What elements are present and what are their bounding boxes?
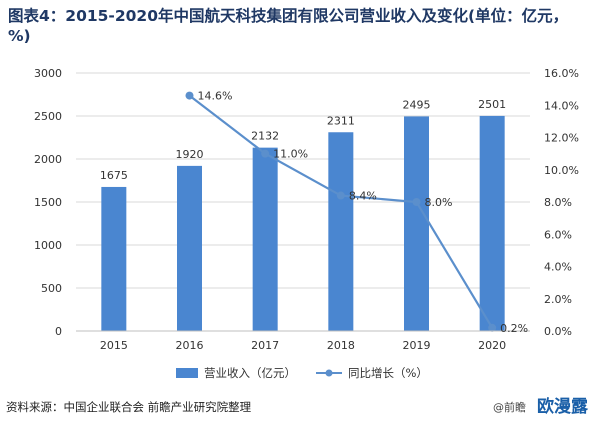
legend-swatch-bar bbox=[176, 368, 198, 378]
bar bbox=[252, 147, 278, 331]
y-right-tick-label: 10.0% bbox=[544, 164, 579, 177]
watermark-prefix: @前瞻 bbox=[493, 401, 526, 414]
grid-lines bbox=[76, 72, 530, 289]
bar bbox=[404, 116, 429, 332]
line-series bbox=[185, 91, 497, 332]
legend: 营业收入（亿元） 同比增长（%） bbox=[176, 366, 428, 380]
growth-value-label: 14.6% bbox=[198, 90, 233, 103]
chart-title: 图表4：2015-2020年中国航天科技集团有限公司营业收入及变化(单位：亿元，… bbox=[8, 7, 569, 45]
data-labels: 1675 1920 2132 2311 2495 2501 14.6% 11.0% 8.4% 8.… bbox=[100, 90, 528, 335]
bar-value-label: 1675 bbox=[100, 169, 128, 182]
x-tick-label: 2018 bbox=[327, 339, 355, 352]
bar-value-label: 2495 bbox=[403, 98, 431, 111]
y-right-tick-label: 4.0% bbox=[544, 261, 572, 274]
x-tick-label: 2016 bbox=[176, 339, 204, 352]
y-right-tick-label: 16.0% bbox=[544, 67, 579, 80]
watermark-logo: 欧漫露 bbox=[537, 397, 588, 417]
growth-value-label: 8.0% bbox=[425, 196, 453, 209]
bar bbox=[328, 132, 354, 331]
growth-point bbox=[261, 149, 270, 158]
legend-swatch-point bbox=[325, 369, 333, 377]
legend-label-bar: 营业收入（亿元） bbox=[204, 366, 296, 380]
bar-value-label: 2311 bbox=[327, 114, 355, 127]
source-note: 资料来源：中国企业联合会 前瞻产业研究院整理 bbox=[6, 400, 252, 414]
bar bbox=[479, 115, 505, 331]
growth-value-label: 8.4% bbox=[349, 190, 377, 203]
y-left-tick-label: 1500 bbox=[34, 196, 62, 209]
bar-value-label: 2132 bbox=[251, 130, 279, 143]
x-tick-label: 2019 bbox=[403, 339, 431, 352]
y-right-tick-label: 8.0% bbox=[544, 196, 572, 209]
y-right-tick-label: 2.0% bbox=[544, 293, 572, 306]
x-tick-label: 2020 bbox=[478, 339, 506, 352]
y-right-tick-label: 6.0% bbox=[544, 228, 572, 241]
legend-label-line: 同比增长（%） bbox=[348, 366, 428, 380]
growth-point bbox=[185, 91, 194, 100]
y-left-tick-label: 500 bbox=[41, 282, 62, 295]
x-tick-label: 2017 bbox=[251, 339, 279, 352]
growth-point bbox=[488, 323, 497, 332]
x-tick-label: 2015 bbox=[100, 339, 128, 352]
growth-value-label: 11.0% bbox=[273, 148, 308, 161]
bar bbox=[101, 186, 127, 331]
y-left-tick-label: 0 bbox=[55, 325, 62, 338]
y-left-tick-label: 2000 bbox=[34, 153, 62, 166]
bar bbox=[177, 165, 202, 331]
y-left-tick-label: 1000 bbox=[34, 239, 62, 252]
bar-value-label: 2501 bbox=[478, 98, 506, 111]
y-left-tick-label: 3000 bbox=[34, 67, 62, 80]
y-left-tick-label: 2500 bbox=[34, 110, 62, 123]
y-right-tick-label: 12.0% bbox=[544, 132, 579, 145]
bar-value-label: 1920 bbox=[176, 148, 204, 161]
y-right-tick-label: 14.0% bbox=[544, 99, 579, 112]
growth-value-label: 0.2% bbox=[500, 322, 528, 335]
growth-point bbox=[336, 191, 345, 200]
growth-point bbox=[412, 198, 421, 206]
y-right-tick-label: 0.0% bbox=[544, 325, 572, 338]
bar-series bbox=[101, 115, 505, 332]
axes: 0 500 1000 1500 2000 2500 3000 0.0% 2.0% 4.0% 6.0%… bbox=[34, 67, 579, 352]
